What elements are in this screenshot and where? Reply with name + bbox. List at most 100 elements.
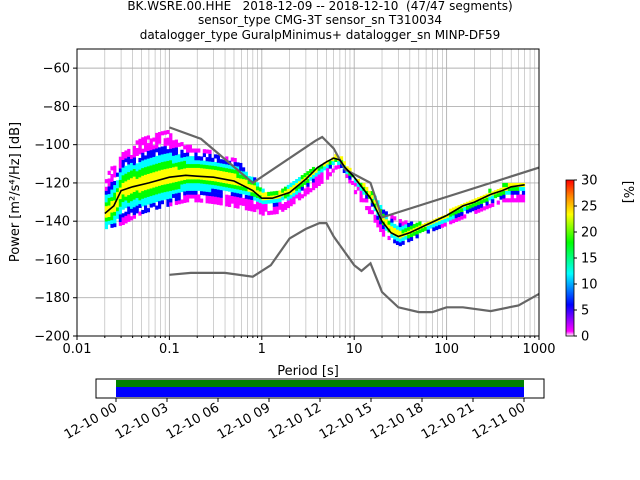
density-cell	[113, 207, 117, 212]
density-cell	[289, 198, 293, 203]
density-cell	[300, 178, 304, 184]
density-cell	[250, 184, 254, 189]
density-cell	[449, 220, 453, 225]
density-cell	[359, 186, 363, 191]
density-cell	[325, 164, 330, 169]
density-cell	[395, 240, 400, 245]
density-cell	[146, 143, 151, 148]
density-cell	[185, 156, 190, 161]
density-cell	[185, 167, 190, 172]
density-cell	[113, 196, 117, 201]
colorbar-gradient	[565, 179, 575, 337]
density-cell	[227, 187, 232, 192]
density-cell	[311, 186, 316, 191]
density-cell	[160, 184, 164, 189]
density-cell	[507, 186, 512, 191]
density-cell	[432, 223, 436, 228]
density-cell	[177, 142, 181, 147]
density-cell	[124, 184, 128, 190]
density-cell	[373, 214, 377, 219]
density-cell	[519, 186, 523, 191]
density-cell	[166, 183, 170, 188]
density-cell	[404, 224, 408, 229]
timeline-tick-label: 12-10 12	[266, 400, 324, 442]
density-cell	[155, 132, 159, 137]
density-cell	[258, 206, 262, 211]
density-cell	[124, 173, 128, 178]
density-cell	[144, 197, 148, 202]
density-cell	[314, 180, 318, 185]
timeline-tick-label: 12-11 00	[470, 400, 528, 442]
density-cell	[188, 156, 192, 161]
density-cell	[138, 192, 142, 197]
density-cell	[247, 179, 251, 185]
density-cell	[191, 156, 195, 161]
density-cell	[435, 222, 439, 227]
density-cell	[160, 200, 164, 205]
density-cell	[180, 176, 184, 181]
density-cell	[146, 188, 151, 194]
density-cell	[233, 192, 237, 197]
density-cell	[208, 199, 212, 204]
density-cell	[169, 167, 173, 172]
density-cell	[213, 173, 218, 178]
density-cell	[443, 218, 447, 223]
density-cell	[381, 232, 386, 237]
density-cell	[149, 149, 153, 155]
density-cell	[135, 193, 139, 199]
density-cell	[381, 213, 386, 218]
density-cell	[463, 214, 467, 219]
density-cell	[460, 207, 464, 213]
density-cell	[107, 178, 111, 183]
density-cell	[132, 195, 137, 200]
density-cell	[292, 192, 296, 197]
density-cell	[320, 172, 324, 177]
density-cell	[157, 174, 162, 179]
density-cell	[216, 154, 220, 159]
density-cell	[225, 187, 229, 192]
density-cell	[373, 199, 377, 204]
density-cell	[387, 220, 391, 225]
density-cell	[127, 156, 131, 161]
density-cell	[132, 145, 137, 150]
density-cell	[169, 140, 173, 146]
density-cell	[283, 201, 288, 207]
density-cell	[205, 149, 209, 154]
density-cell	[185, 190, 190, 195]
density-cell	[177, 192, 181, 197]
axes-frame	[76, 48, 540, 337]
density-cell	[474, 202, 478, 207]
density-cell	[491, 195, 495, 200]
density-cell	[309, 176, 313, 181]
density-cell	[409, 225, 414, 230]
density-cell	[222, 163, 226, 168]
density-cell	[454, 214, 458, 219]
density-cell	[261, 203, 265, 209]
density-cell	[451, 219, 456, 224]
density-cell	[132, 206, 137, 212]
density-cell	[177, 184, 181, 189]
density-cell	[227, 172, 232, 177]
density-cell	[295, 186, 299, 191]
density-cell	[205, 160, 209, 166]
density-cell	[144, 193, 148, 198]
density-cell	[146, 154, 151, 159]
density-cell	[157, 204, 162, 209]
density-cell	[241, 178, 246, 183]
axis-ticks: 0.01 0.1 1 10 100 1000 −200 −180 −160 −140 −120 −10…	[34, 62, 555, 357]
density-cell	[244, 171, 248, 176]
density-cell	[149, 191, 153, 197]
y-tick-label: −100	[34, 138, 70, 153]
density-cell	[130, 162, 134, 167]
density-cell	[297, 196, 302, 201]
density-cell	[286, 200, 290, 205]
density-cell	[289, 182, 293, 188]
density-cell	[451, 211, 456, 216]
density-cell	[146, 162, 151, 167]
density-cell	[157, 193, 162, 198]
density-cell	[208, 165, 212, 170]
density-cell	[365, 194, 369, 199]
density-cell	[216, 185, 220, 190]
density-cell	[155, 136, 159, 141]
density-cell	[474, 198, 478, 203]
